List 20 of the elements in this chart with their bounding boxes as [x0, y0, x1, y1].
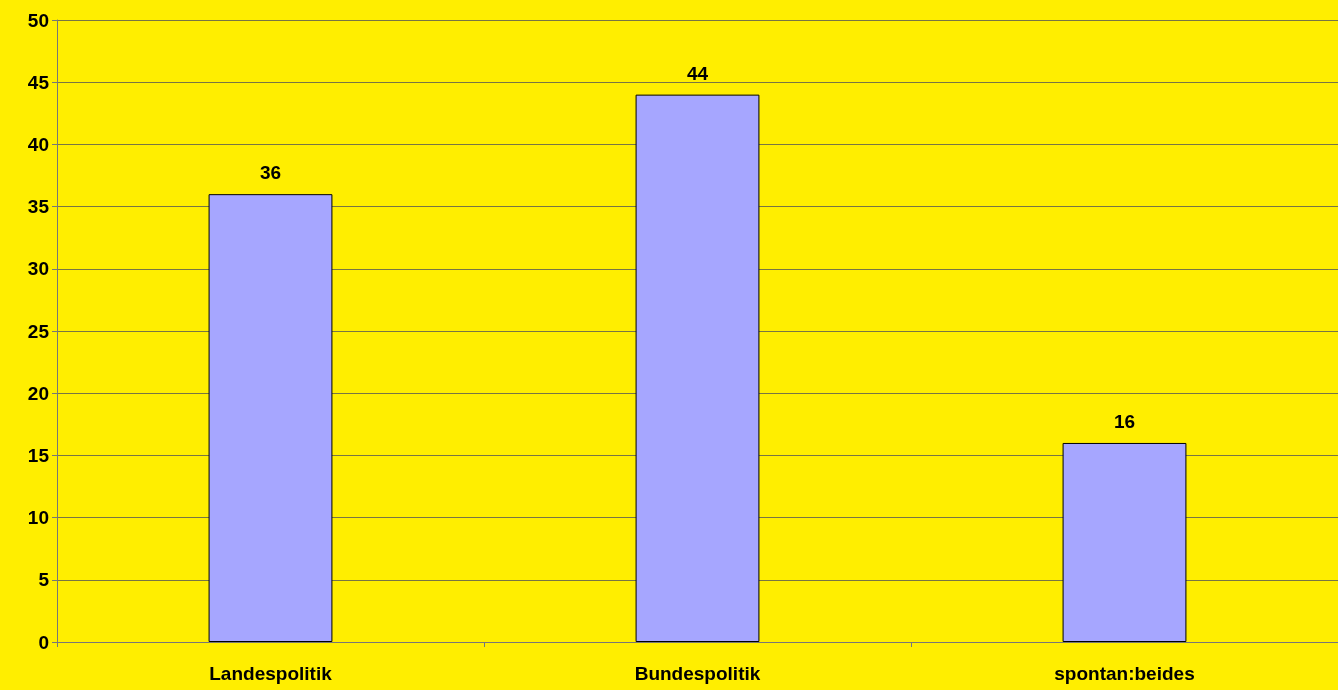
- data-label: 16: [1113, 410, 1136, 432]
- x-tick-label: Landespolitik: [209, 663, 333, 684]
- bar: [1062, 442, 1187, 642]
- x-tick-label: spontan:beides: [1054, 663, 1195, 684]
- y-tick-label: 0: [38, 631, 49, 653]
- data-label: 36: [259, 162, 282, 184]
- y-tick-label: 15: [27, 444, 50, 466]
- y-tick-label: 30: [27, 258, 49, 280]
- y-tick-label: 5: [38, 569, 50, 591]
- y-tick-label: 40: [27, 133, 49, 155]
- y-tick-label: 50: [27, 9, 49, 31]
- y-tick-label: 20: [27, 382, 49, 404]
- x-tick-label: Bundespolitik: [634, 663, 761, 684]
- y-tick-label: 45: [27, 71, 50, 93]
- bar: [208, 194, 333, 642]
- data-label: 44: [686, 62, 709, 84]
- y-tick-label: 35: [27, 196, 50, 218]
- y-tick-label: 25: [27, 320, 50, 342]
- y-tick-label: 10: [27, 507, 49, 529]
- bar: [635, 94, 760, 642]
